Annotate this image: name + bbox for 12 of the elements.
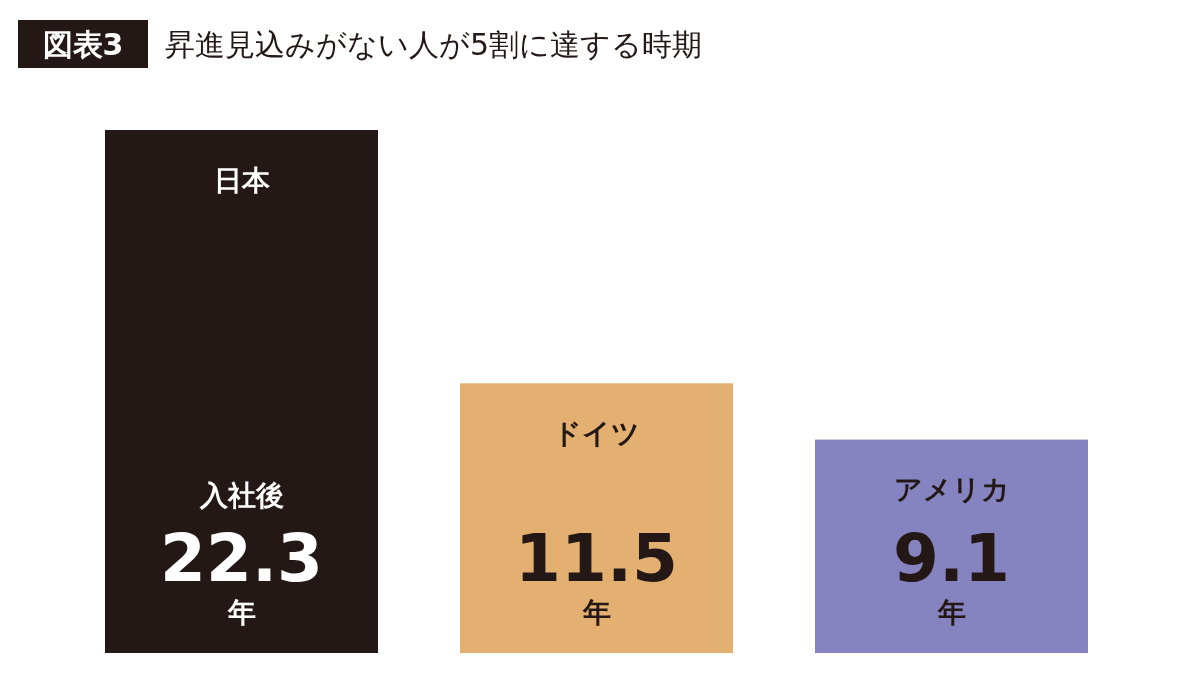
badge: 図表3 <box>18 20 148 68</box>
data-label: 9.1 <box>893 519 1010 597</box>
data-label: 22.3 <box>160 519 323 597</box>
annotation: 年 <box>936 595 966 629</box>
annotation: 年 <box>581 595 611 629</box>
chart-title: 昇進見込みがない人が5割に達する時期 <box>165 26 703 62</box>
annotation: 年 <box>226 595 256 629</box>
annotation: 入社後 <box>198 478 284 512</box>
x-tick-label: アメリカ <box>893 473 1010 507</box>
x-tick-label: 日本 <box>213 163 271 197</box>
x-tick-label: ドイツ <box>553 416 640 450</box>
data-label: 11.5 <box>515 519 678 597</box>
